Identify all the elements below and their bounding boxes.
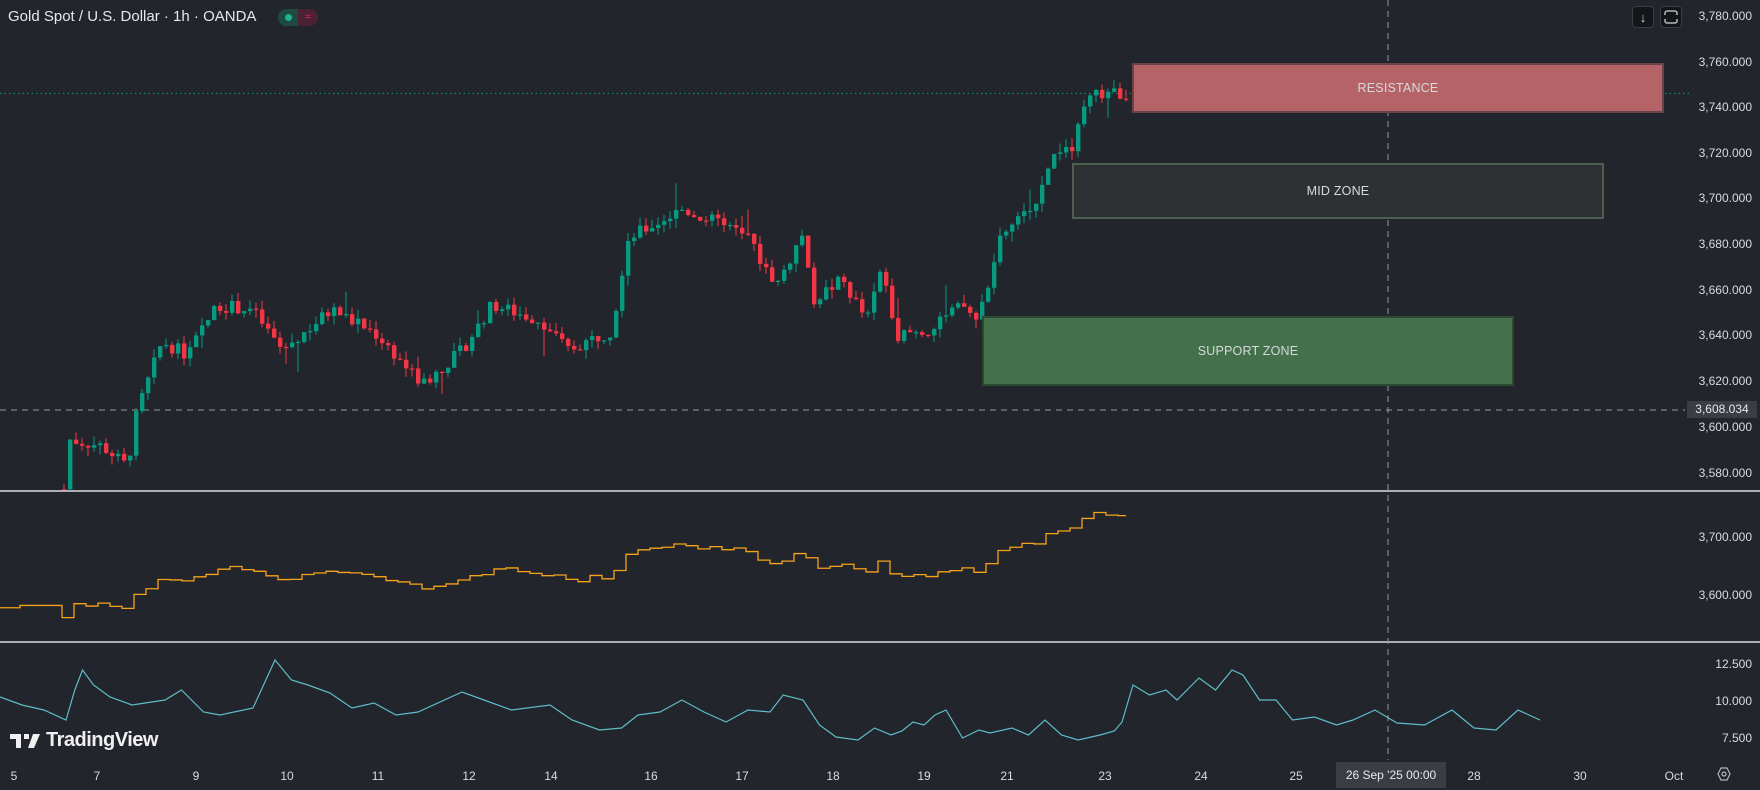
- crosshair-price-label: 3,608.034: [1687, 401, 1757, 418]
- time-tick-label: 23: [1098, 769, 1112, 783]
- price-tick-label: 3,640.000: [1698, 328, 1752, 342]
- time-tick-label: 11: [371, 769, 385, 783]
- time-tick-label: 5: [10, 769, 18, 783]
- price-tick-label: 10.000: [1715, 694, 1752, 708]
- crosshair-time-label: 26 Sep '25 00:00: [1336, 762, 1446, 788]
- price-tick-label: 3,600.000: [1698, 588, 1752, 602]
- time-tick-label: 14: [544, 769, 558, 783]
- chart-settings-icon[interactable]: [1716, 766, 1732, 785]
- resistance-label: RESISTANCE: [1357, 81, 1439, 95]
- price-tick-label: 3,660.000: [1698, 283, 1752, 297]
- price-tick-label: 12.500: [1715, 657, 1752, 671]
- time-tick-label: 19: [917, 769, 931, 783]
- price-tick-label: 3,680.000: [1698, 237, 1752, 251]
- mid-zone[interactable]: MID ZONE: [1072, 163, 1604, 219]
- support-zone-label: SUPPORT ZONE: [1197, 344, 1299, 358]
- tradingview-logo-icon: [10, 733, 40, 748]
- price-tick-label: 3,580.000: [1698, 466, 1752, 480]
- time-tick-label: 24: [1194, 769, 1208, 783]
- time-tick-label: 12: [462, 769, 476, 783]
- time-tick-label: 28: [1467, 769, 1481, 783]
- time-tick-label: 9: [192, 769, 200, 783]
- mid-zone-label: MID ZONE: [1306, 184, 1370, 198]
- time-tick-label: Oct: [1664, 769, 1684, 783]
- tradingview-logo[interactable]: TradingView: [10, 729, 158, 752]
- price-tick-label: 3,620.000: [1698, 374, 1752, 388]
- arrow-down-icon: ↓: [1639, 9, 1647, 25]
- symbol-title[interactable]: Gold Spot / U.S. Dollar · 1h · OANDA: [8, 8, 257, 25]
- time-tick-label: 17: [735, 769, 749, 783]
- tradingview-logo-text: TradingView: [46, 729, 158, 751]
- time-tick-label: 10: [280, 769, 294, 783]
- time-tick-label: 7: [93, 769, 101, 783]
- fullscreen-button[interactable]: [1660, 6, 1682, 28]
- time-tick-label: 18: [826, 769, 840, 783]
- fullscreen-icon: [1664, 10, 1678, 24]
- delayed-data-icon: ≈: [298, 9, 318, 26]
- time-tick-label: 30: [1573, 769, 1587, 783]
- scroll-to-realtime-button[interactable]: ↓: [1632, 6, 1654, 28]
- resistance-zone[interactable]: RESISTANCE: [1132, 63, 1664, 113]
- support-zone[interactable]: SUPPORT ZONE: [982, 316, 1514, 386]
- time-tick-label: 25: [1289, 769, 1303, 783]
- price-tick-label: 3,780.000: [1698, 9, 1752, 23]
- price-tick-label: 3,700.000: [1698, 191, 1752, 205]
- price-tick-label: 3,760.000: [1698, 55, 1752, 69]
- price-tick-label: 7.500: [1721, 731, 1752, 745]
- time-tick-label: 16: [644, 769, 658, 783]
- market-status-pill[interactable]: ≈: [278, 9, 318, 26]
- time-tick-label: 21: [1000, 769, 1014, 783]
- market-open-dot-icon: [278, 9, 298, 26]
- price-tick-label: 3,700.000: [1698, 530, 1752, 544]
- price-tick-label: 3,740.000: [1698, 100, 1752, 114]
- price-tick-label: 3,720.000: [1698, 146, 1752, 160]
- price-tick-label: 3,600.000: [1698, 420, 1752, 434]
